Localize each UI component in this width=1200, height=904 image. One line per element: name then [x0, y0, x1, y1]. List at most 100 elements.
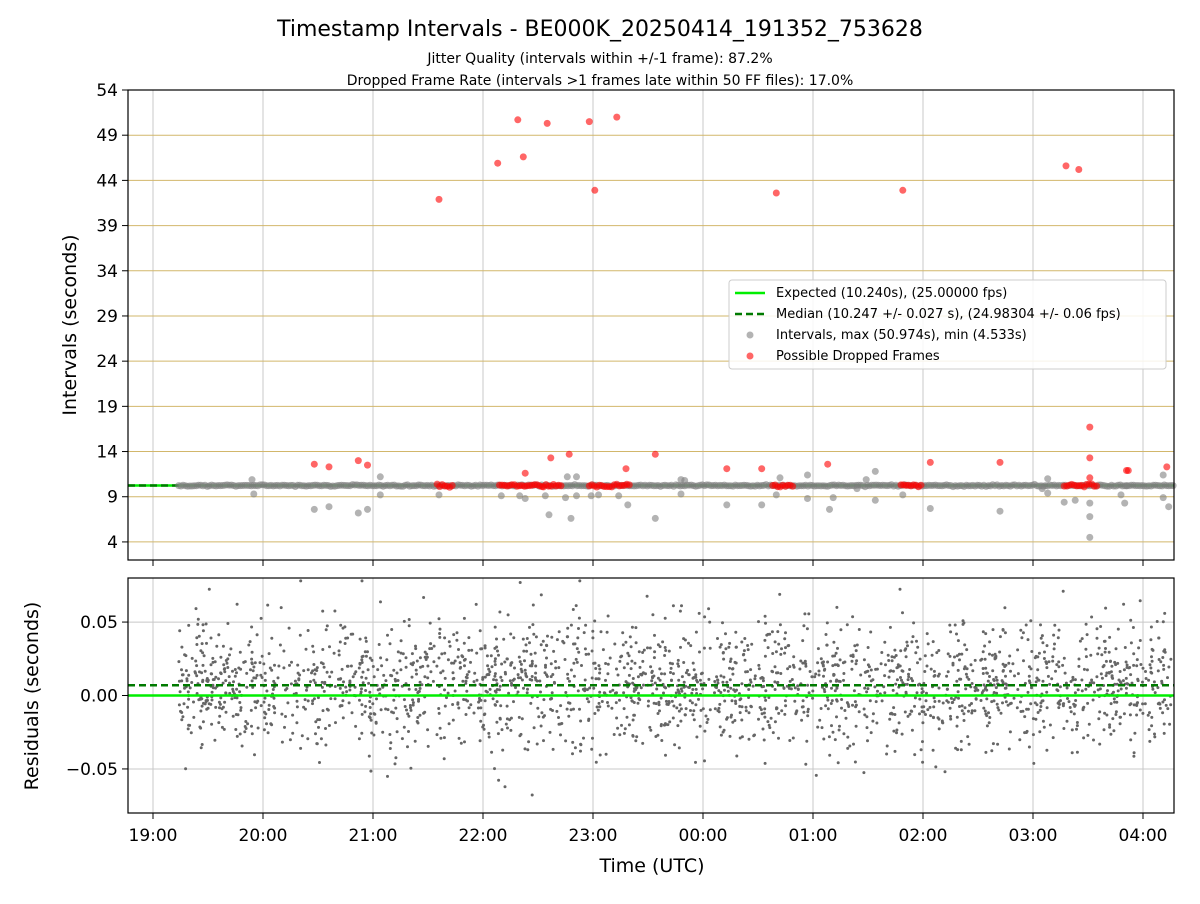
residual-point — [334, 685, 337, 688]
residual-point — [1086, 633, 1089, 636]
residual-point — [195, 664, 198, 667]
residual-point — [1002, 669, 1005, 672]
residual-point — [386, 634, 389, 637]
dropped-frame-point — [899, 187, 906, 194]
residual-point — [675, 706, 678, 709]
residual-point — [311, 702, 314, 705]
residual-point — [223, 668, 226, 671]
residual-point — [572, 608, 575, 611]
residual-point — [186, 706, 189, 709]
residual-point — [510, 682, 513, 685]
residual-point — [369, 770, 372, 773]
residual-point — [180, 668, 183, 671]
residual-point — [269, 667, 272, 670]
residual-point — [664, 754, 667, 757]
residual-point — [647, 700, 650, 703]
residual-point — [851, 660, 854, 663]
residual-point — [1043, 651, 1046, 654]
interval-point — [1170, 482, 1177, 489]
residual-point — [644, 672, 647, 675]
residual-point — [1041, 700, 1044, 703]
interval-point — [573, 473, 580, 480]
interval-point — [1123, 482, 1130, 489]
residual-point — [481, 726, 484, 729]
residual-point — [1061, 664, 1064, 667]
residual-point — [1045, 749, 1048, 752]
residual-point — [1055, 663, 1058, 666]
residual-point — [267, 708, 270, 711]
interval-point — [1039, 485, 1046, 492]
residual-point — [1004, 675, 1007, 678]
residual-point — [947, 670, 950, 673]
residual-point — [618, 733, 621, 736]
residual-point — [705, 715, 708, 718]
residual-point — [232, 715, 235, 718]
residual-point — [506, 705, 509, 708]
residual-point — [403, 698, 406, 701]
residual-point — [932, 716, 935, 719]
residual-point — [369, 657, 372, 660]
residual-point — [344, 686, 347, 689]
residual-point — [747, 688, 750, 691]
residual-point — [871, 720, 874, 723]
residual-point — [870, 731, 873, 734]
residual-point — [888, 676, 891, 679]
residual-point — [749, 705, 752, 708]
residual-point — [443, 636, 446, 639]
residual-point — [253, 753, 256, 756]
residual-point — [1002, 628, 1005, 631]
residual-point — [622, 691, 625, 694]
x-tick-label: 01:00 — [789, 826, 838, 846]
residual-point — [968, 743, 971, 746]
residual-point — [709, 708, 712, 711]
residual-point — [865, 690, 868, 693]
residual-point — [623, 707, 626, 710]
residual-point — [342, 627, 345, 630]
residual-point — [689, 644, 692, 647]
residual-point — [372, 665, 375, 668]
residual-point — [487, 732, 490, 735]
residual-point — [224, 691, 227, 694]
residual-point — [975, 697, 978, 700]
residual-point — [1083, 668, 1086, 671]
residual-point — [666, 723, 669, 726]
residual-point — [993, 684, 996, 687]
residual-point — [1145, 677, 1148, 680]
dropped-frame-point — [1086, 454, 1093, 461]
residual-point — [988, 640, 991, 643]
residual-point — [868, 675, 871, 678]
interval-point — [562, 494, 569, 501]
residual-point — [217, 721, 220, 724]
residual-point — [637, 702, 640, 705]
residual-point — [714, 707, 717, 710]
residual-point — [763, 739, 766, 742]
residual-point — [725, 681, 728, 684]
dropped-frame-point — [558, 482, 565, 489]
residual-point — [658, 709, 661, 712]
residual-point — [787, 644, 790, 647]
x-tick-label: 20:00 — [239, 826, 288, 846]
residual-point — [597, 677, 600, 680]
residual-point — [236, 603, 239, 606]
residual-point — [496, 700, 499, 703]
residual-point — [821, 661, 824, 664]
residual-point — [749, 679, 752, 682]
residual-point — [982, 667, 985, 670]
residual-point — [916, 661, 919, 664]
residual-point — [483, 713, 486, 716]
residual-point — [595, 761, 598, 764]
residual-point — [899, 665, 902, 668]
residual-point — [528, 626, 531, 629]
residual-point — [364, 689, 367, 692]
interval-point — [364, 506, 371, 513]
residual-point — [626, 716, 629, 719]
residual-point — [202, 664, 205, 667]
residual-point — [261, 655, 264, 658]
residual-point — [649, 729, 652, 732]
residual-point — [447, 658, 450, 661]
residual-point — [669, 671, 672, 674]
residual-point — [960, 748, 963, 751]
residual-point — [334, 697, 337, 700]
residual-point — [745, 709, 748, 712]
residual-point — [231, 670, 234, 673]
